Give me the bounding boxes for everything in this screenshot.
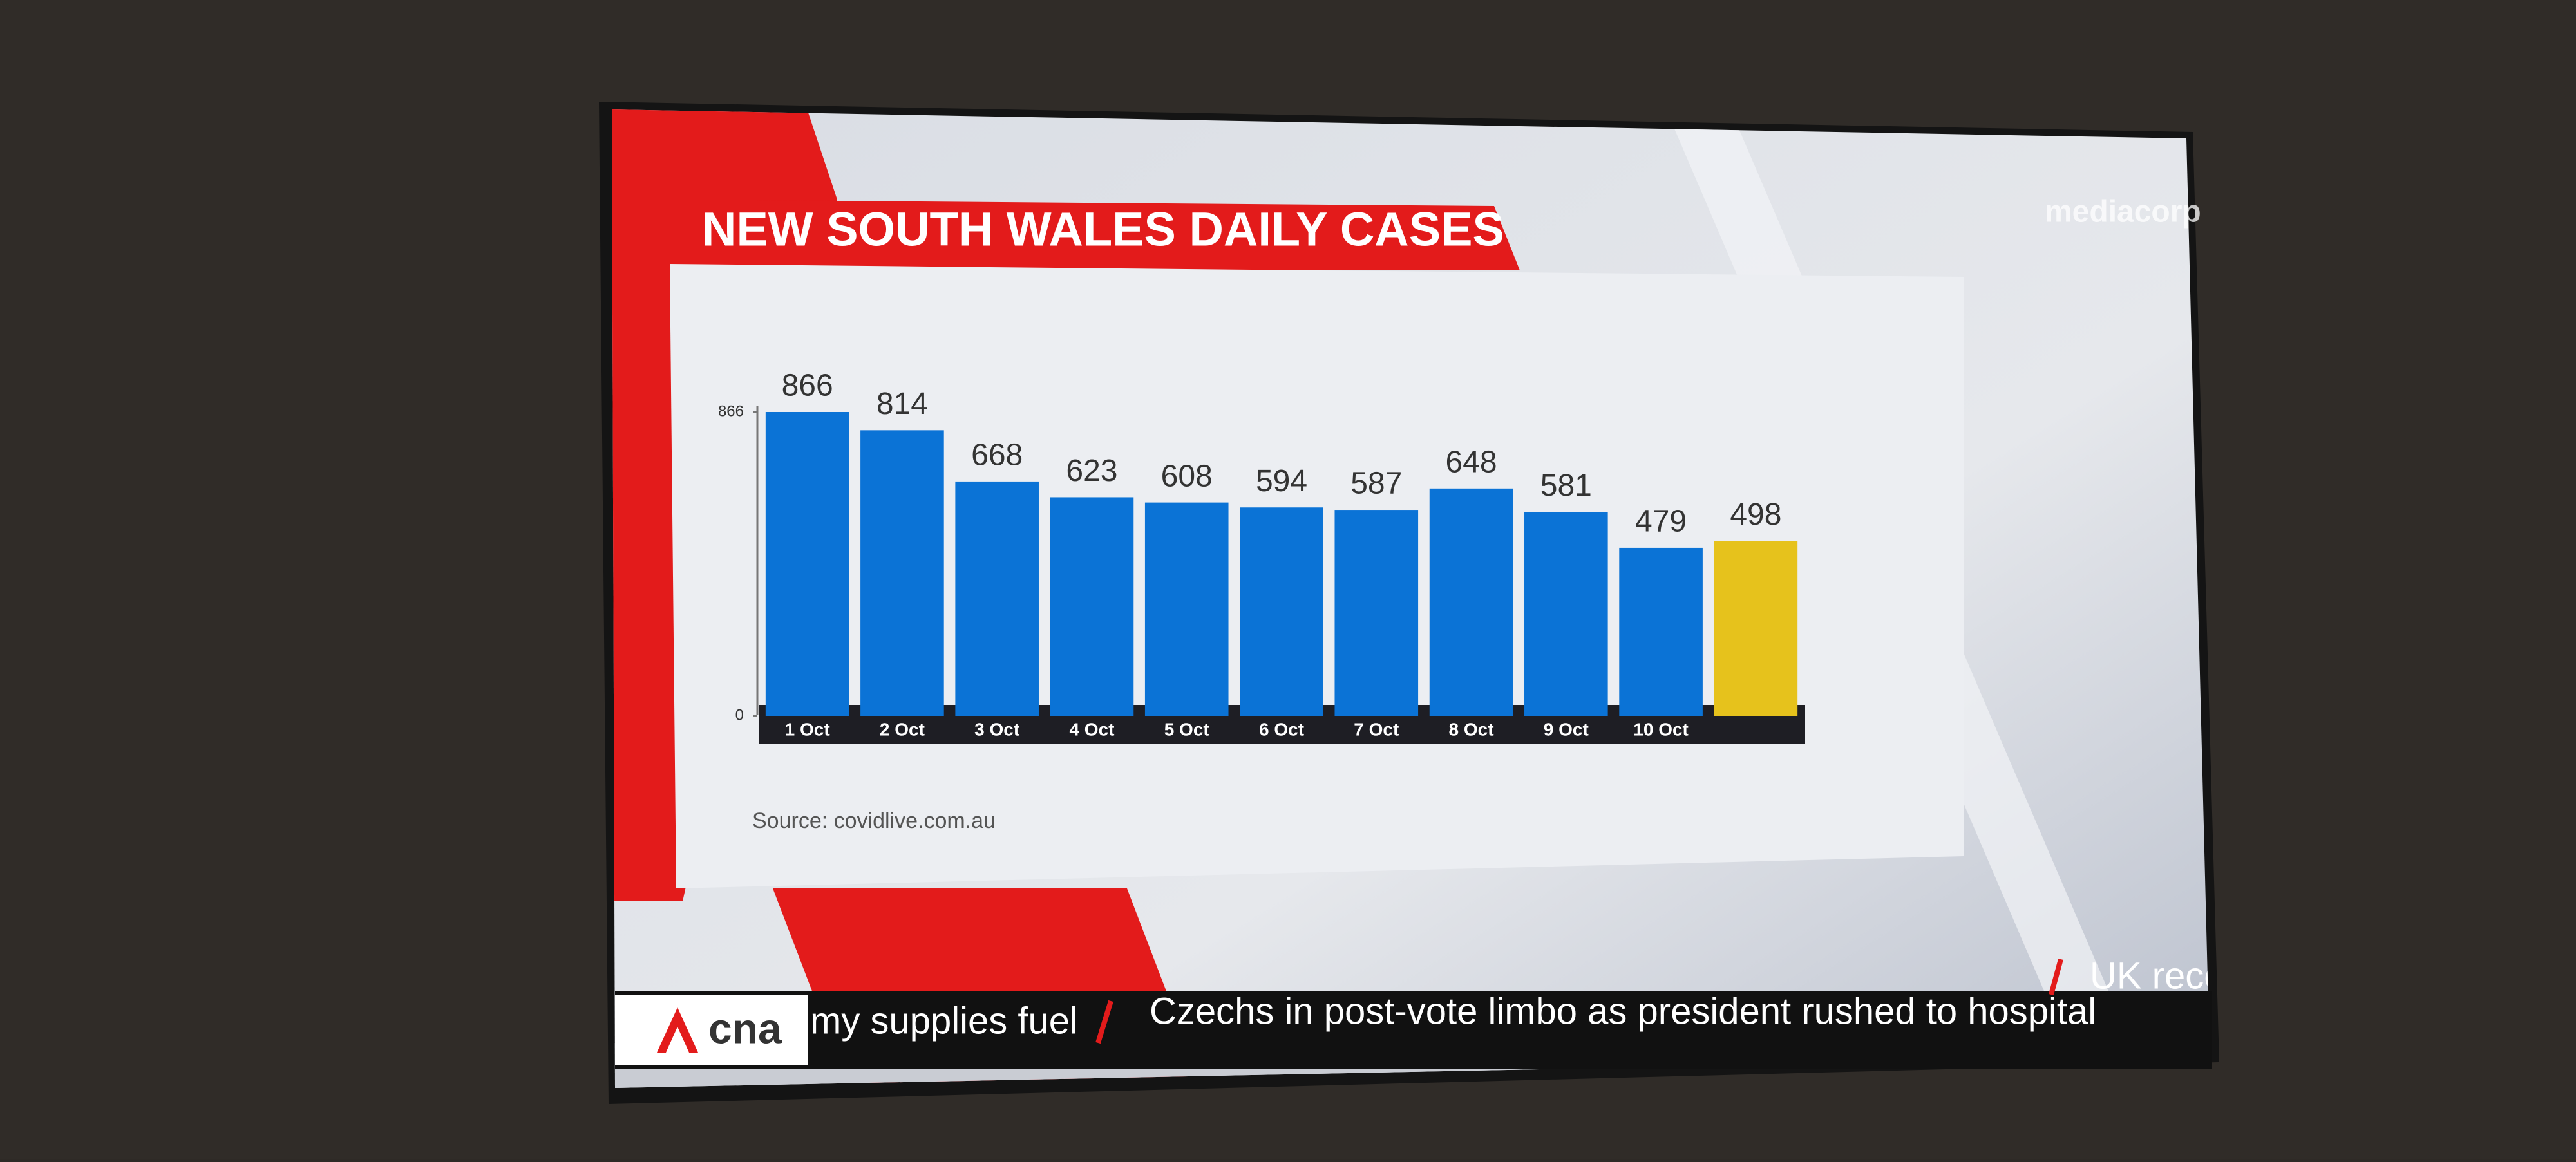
- bar: [860, 430, 944, 716]
- value-label: 668: [971, 438, 1023, 473]
- chart: 0 866 1 Oct 866 2 Oct 814 3 Oct 668 4 Oct 623 5 Oc…: [718, 369, 1798, 739]
- bar: [1334, 510, 1419, 716]
- value-label: 581: [1540, 469, 1592, 503]
- chart-title: NEW SOUTH WALES DAILY CASES: [702, 203, 1504, 256]
- bar: [1619, 547, 1703, 716]
- x-tick-label: 4 Oct: [1069, 719, 1114, 739]
- ticker-separator: [2049, 958, 2063, 996]
- value-label: 594: [1256, 464, 1307, 498]
- bar: [1429, 488, 1513, 716]
- logo-box: [615, 995, 808, 1065]
- value-label: 623: [1066, 454, 1117, 488]
- logo-mark: [657, 1007, 698, 1053]
- x-tick-label: 1 Oct: [785, 719, 830, 739]
- watermark: mediacorp: [2045, 195, 2201, 229]
- source: Source: covidlive.com.au: [752, 809, 996, 833]
- x-tick-label: 6 Oct: [1259, 719, 1304, 739]
- ticker-item: UK recor: [2090, 955, 2237, 997]
- x-tick-label: 5 Oct: [1164, 719, 1209, 739]
- bar: [1524, 512, 1608, 716]
- bar: [955, 481, 1039, 716]
- bar: [1144, 502, 1229, 716]
- bar: [1050, 497, 1134, 716]
- x-tick-label: 7 Oct: [1354, 719, 1399, 739]
- x-tick-label: 9 Oct: [1544, 719, 1589, 739]
- x-tick-label: 2 Oct: [880, 719, 925, 739]
- title-bar: [673, 200, 1520, 270]
- value-label: 866: [782, 369, 833, 403]
- bar: [1714, 541, 1798, 716]
- x-tick-label: 3 Oct: [974, 719, 1019, 739]
- y-tick-label: 866: [718, 402, 744, 420]
- value-label: 608: [1161, 459, 1213, 493]
- bar: [765, 412, 849, 716]
- y-tick-label: 0: [735, 706, 744, 724]
- value-label: 814: [876, 387, 928, 421]
- value-label: 648: [1445, 445, 1497, 479]
- logo-text: cna: [708, 1004, 782, 1052]
- bar: [1240, 507, 1323, 716]
- value-label: 587: [1350, 467, 1402, 501]
- x-tick-label: 10 Oct: [1633, 719, 1689, 739]
- ticker-item: Czechs in post-vote limbo as president r…: [1150, 990, 2096, 1032]
- ticker-bar: [615, 991, 2212, 1069]
- value-label: 479: [1635, 505, 1687, 539]
- ticker-item: my supplies fuel: [810, 1000, 1078, 1042]
- value-label: 498: [1730, 498, 1781, 532]
- x-tick-label: 8 Oct: [1449, 719, 1494, 739]
- ticker-separator: [1095, 1000, 1113, 1044]
